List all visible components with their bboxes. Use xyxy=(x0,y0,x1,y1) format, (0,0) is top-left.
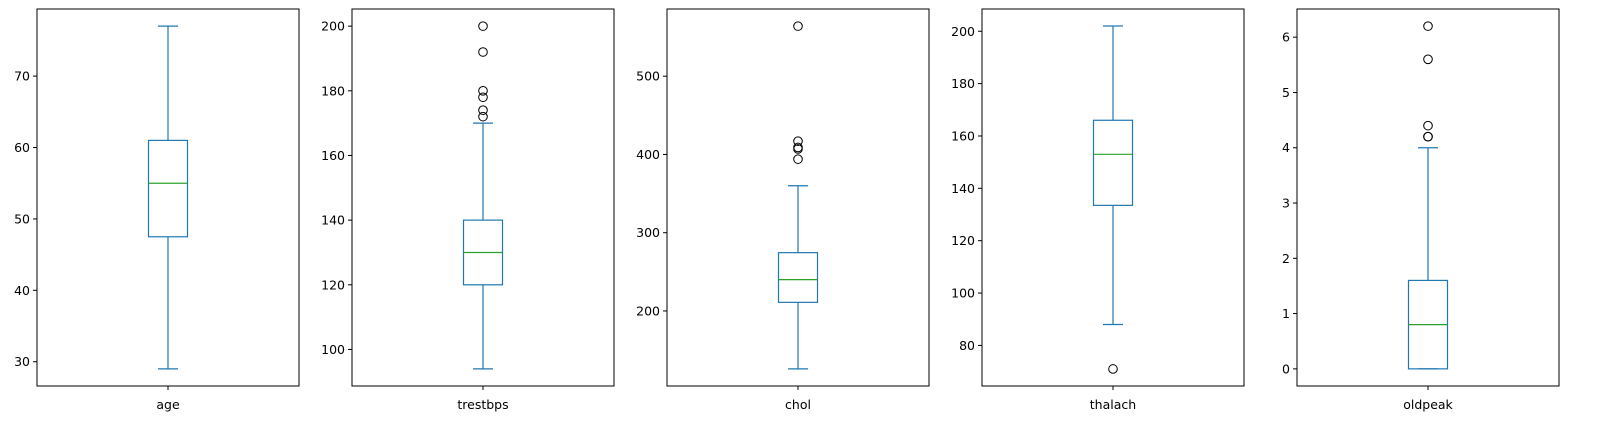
thalach-category-label: thalach xyxy=(1090,397,1136,412)
panel-oldpeak: 0 1 2 3 4 5 6 oldpeak xyxy=(1282,8,1560,412)
oldpeak-category-label: oldpeak xyxy=(1403,397,1453,412)
trestbps-outlier xyxy=(478,105,488,116)
chol-box xyxy=(777,252,819,303)
oldpeak-ytick-label: 2 xyxy=(1282,251,1290,266)
panel-chol: 200 300 400 500 chol xyxy=(636,8,930,412)
trestbps-outlier xyxy=(478,47,488,57)
thalach-box xyxy=(1092,119,1134,206)
oldpeak-ytick-label: 4 xyxy=(1282,140,1290,155)
thalach-outlier xyxy=(1108,364,1118,374)
thalach-ytick-label: 140 xyxy=(951,181,975,196)
trestbps-ytick-label: 160 xyxy=(321,148,345,163)
thalach-ytick-label: 100 xyxy=(951,286,975,301)
panel-trestbps: 100 120 140 160 180 200 trestbps xyxy=(321,8,615,412)
thalach-ytick-label: 120 xyxy=(951,233,975,248)
oldpeak-outlier xyxy=(1423,21,1433,31)
oldpeak-ytick-label: 1 xyxy=(1282,306,1290,321)
trestbps-ytick-label: 100 xyxy=(321,342,345,357)
oldpeak-outlier xyxy=(1423,120,1433,131)
age-category-label: age xyxy=(156,397,180,412)
trestbps-outlier xyxy=(478,111,488,122)
chol-ytick-label: 400 xyxy=(636,147,660,162)
age-ytick-label: 40 xyxy=(14,283,30,298)
chol-outlier xyxy=(793,136,803,146)
age-box xyxy=(147,139,189,238)
thalach-ytick-label: 160 xyxy=(951,128,975,143)
chol-ytick-label: 300 xyxy=(636,225,660,240)
chol-category-label: chol xyxy=(785,397,811,412)
trestbps-outlier xyxy=(478,86,488,96)
oldpeak-ytick-label: 3 xyxy=(1282,196,1290,211)
trestbps-outlier xyxy=(478,92,488,103)
trestbps-ytick-label: 180 xyxy=(321,83,345,98)
trestbps-category-label: trestbps xyxy=(457,397,508,412)
thalach-ytick-label: 180 xyxy=(951,76,975,91)
age-ytick-label: 70 xyxy=(14,69,30,84)
trestbps-outlier xyxy=(478,21,488,31)
thalach-ytick-label: 200 xyxy=(951,24,975,39)
oldpeak-outlier xyxy=(1423,131,1433,142)
age-ytick-label: 60 xyxy=(14,140,30,155)
chol-outlier xyxy=(793,142,803,153)
trestbps-ytick-label: 120 xyxy=(321,277,345,292)
chol-outlier xyxy=(793,21,803,31)
trestbps-ytick-label: 200 xyxy=(321,19,345,34)
oldpeak-ytick-label: 0 xyxy=(1282,361,1290,376)
chol-ytick-label: 200 xyxy=(636,303,660,318)
age-ytick-label: 50 xyxy=(14,211,30,226)
trestbps-ytick-label: 140 xyxy=(321,213,345,228)
chol-ytick-label: 500 xyxy=(636,69,660,84)
panel-age: 30 40 50 60 70 age xyxy=(14,8,300,412)
chol-outlier xyxy=(793,154,803,164)
age-ytick-label: 30 xyxy=(14,354,30,369)
thalach-ytick-label: 80 xyxy=(959,338,975,353)
oldpeak-outlier xyxy=(1423,54,1433,65)
panel-thalach: 80 100 120 140 160 180 200 thalach xyxy=(951,8,1245,412)
oldpeak-ytick-label: 6 xyxy=(1282,30,1290,45)
oldpeak-ytick-label: 5 xyxy=(1282,85,1290,100)
